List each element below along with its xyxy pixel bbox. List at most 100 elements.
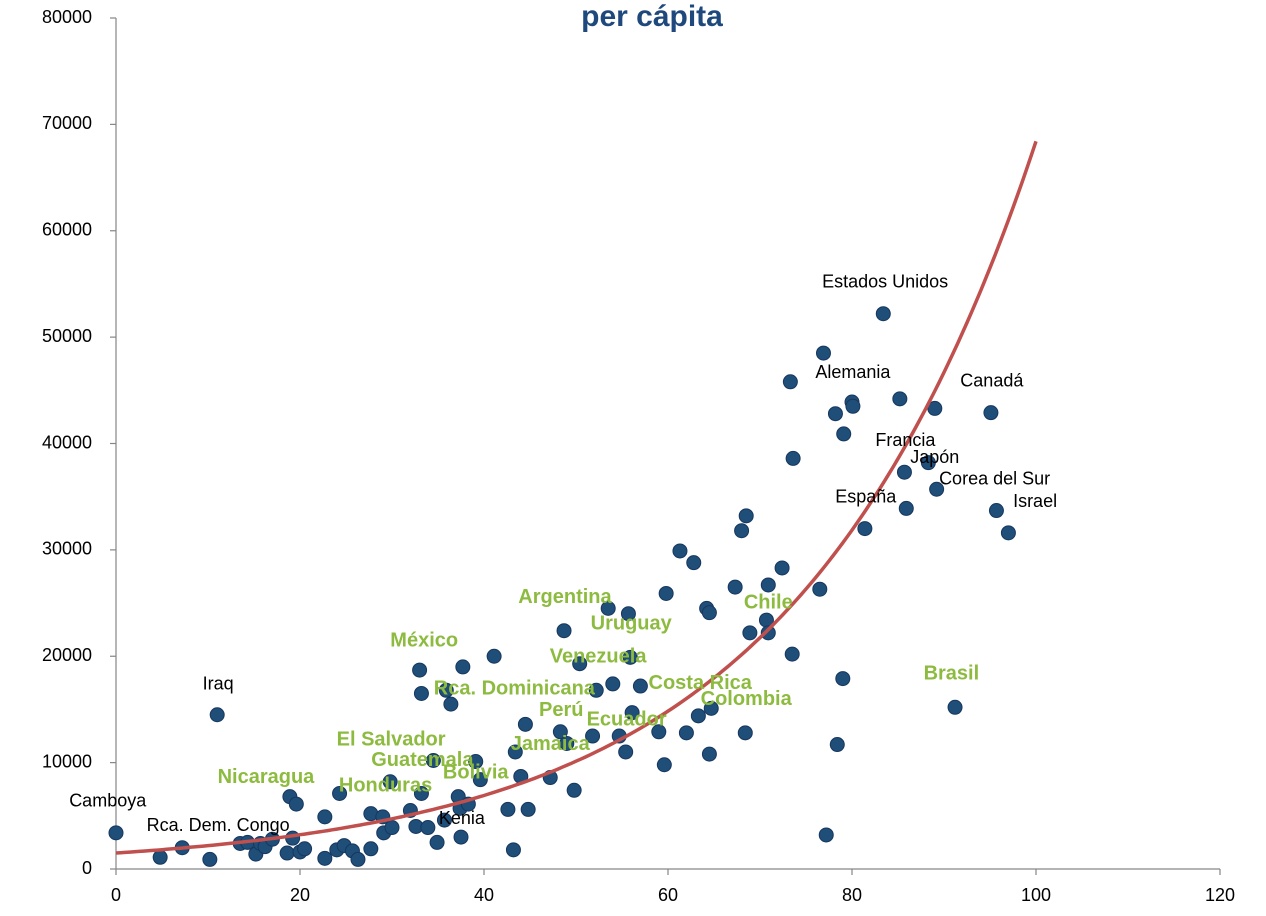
point-label: Colombia: [701, 688, 793, 710]
point: [742, 625, 758, 641]
point: [738, 508, 754, 524]
point: [845, 398, 861, 414]
y-tick-label: 70000: [42, 113, 92, 133]
point: [622, 649, 638, 665]
point: [701, 605, 717, 621]
point-label: El Salvador: [337, 729, 446, 751]
point: [784, 646, 800, 662]
point: [559, 735, 575, 751]
point: [737, 725, 753, 741]
point: [815, 345, 831, 361]
point: [317, 850, 333, 866]
point: [384, 820, 400, 836]
point: [317, 809, 333, 825]
point: [620, 606, 636, 622]
y-tick-label: 50000: [42, 326, 92, 346]
y-tick-label: 10000: [42, 751, 92, 771]
point-label: España: [835, 487, 897, 507]
y-tick-label: 20000: [42, 645, 92, 665]
y-tick-label: 60000: [42, 220, 92, 240]
point-label: Francia: [875, 430, 936, 450]
point: [896, 464, 912, 480]
point: [782, 374, 798, 390]
point-label: Guatemala: [371, 749, 474, 771]
x-tick-label: 40: [474, 885, 494, 905]
point: [443, 696, 459, 712]
point-label: México: [390, 630, 458, 652]
point: [983, 405, 999, 421]
point: [785, 450, 801, 466]
y-tick-label: 0: [82, 858, 92, 878]
point: [507, 744, 523, 760]
point: [875, 306, 891, 322]
point: [332, 785, 348, 801]
point: [455, 659, 471, 675]
point: [588, 682, 604, 698]
point: [632, 678, 648, 694]
point: [829, 737, 845, 753]
point-label: Kenia: [439, 808, 486, 828]
point: [686, 555, 702, 571]
x-tick-label: 20: [290, 885, 310, 905]
point-label: Japón: [910, 447, 959, 467]
point-label: Camboya: [69, 791, 147, 811]
point: [468, 754, 484, 770]
point: [760, 625, 776, 641]
point: [727, 579, 743, 595]
point: [988, 503, 1004, 519]
point: [690, 708, 706, 724]
point: [656, 757, 672, 773]
point: [209, 707, 225, 723]
point: [152, 849, 168, 865]
point-label: Ecuador: [587, 708, 667, 730]
point: [658, 585, 674, 601]
point: [517, 716, 533, 732]
point: [898, 500, 914, 516]
x-tick-label: 80: [842, 885, 862, 905]
point-label: Perú: [539, 699, 583, 721]
point: [350, 851, 366, 867]
point: [566, 782, 582, 798]
point: [288, 796, 304, 812]
y-tick-label: 30000: [42, 539, 92, 559]
point: [672, 543, 688, 559]
y-tick-label: 80000: [42, 7, 92, 27]
point-label: Venezuela: [550, 646, 648, 668]
point: [618, 744, 634, 760]
point: [827, 406, 843, 422]
x-tick-label: 0: [111, 885, 121, 905]
point-label: Jamaica: [511, 733, 591, 755]
point: [812, 581, 828, 597]
point: [920, 455, 936, 471]
point: [382, 774, 398, 790]
point: [929, 481, 945, 497]
point-label: Costa Rica: [649, 672, 753, 694]
point: [678, 725, 694, 741]
point-label: Argentina: [518, 586, 612, 608]
point-label: Chile: [744, 591, 793, 613]
point: [429, 834, 445, 850]
point: [892, 391, 908, 407]
point: [438, 682, 454, 698]
point: [552, 724, 568, 740]
point: [585, 728, 601, 744]
point: [505, 842, 521, 858]
y-tick-label: 40000: [42, 432, 92, 452]
point: [453, 829, 469, 845]
point: [734, 523, 750, 539]
point-label: Uruguay: [591, 613, 673, 635]
point-label: Israel: [1013, 491, 1057, 511]
point: [413, 685, 429, 701]
point-label: Iraq: [203, 674, 234, 694]
point: [297, 841, 313, 857]
point-label: Estados Unidos: [822, 272, 948, 292]
point: [1000, 525, 1016, 541]
trendline: [115, 140, 1038, 855]
point: [420, 820, 436, 836]
point: [835, 671, 851, 687]
point: [857, 521, 873, 537]
point: [701, 746, 717, 762]
point-label: Honduras: [339, 774, 432, 796]
